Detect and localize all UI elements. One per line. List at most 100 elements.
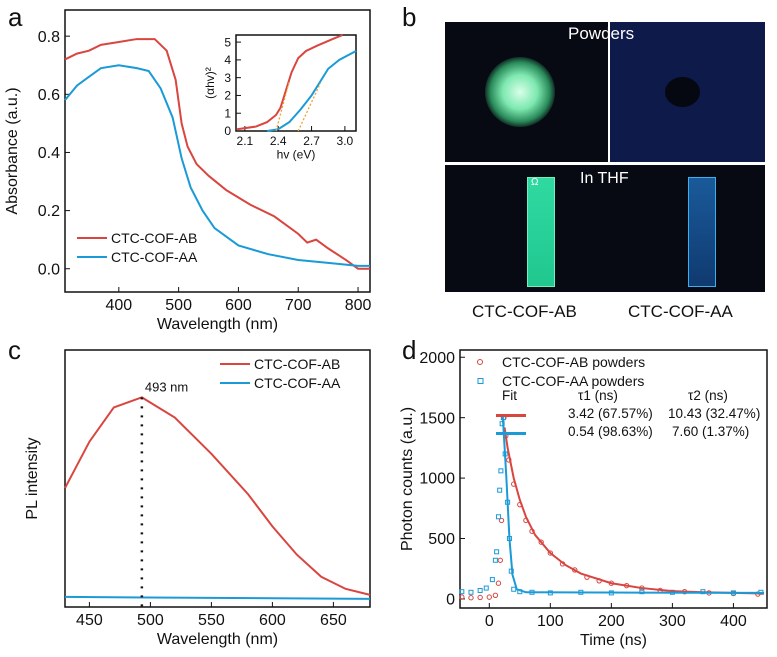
fit-header: Fit xyxy=(502,388,517,403)
fit-aa-tau1: 0.54 (98.63%) xyxy=(568,424,653,439)
d-y-tick-label: 2000 xyxy=(419,350,455,367)
c-y-axis-title: PL intensity xyxy=(24,437,41,519)
fit-ab-tau2: 10.43 (32.47%) xyxy=(668,406,761,421)
d-legend-label: CTC-COF-AA powders xyxy=(502,373,644,389)
fit-aa-tau2: 7.60 (1.37%) xyxy=(672,424,750,439)
fit-ab-swatch xyxy=(496,414,526,417)
d-legend-marker xyxy=(477,378,484,384)
d-point-ctc-cof-aa-powders xyxy=(498,468,504,474)
d-point-ctc-cof-ab-powders xyxy=(492,592,499,599)
sample-label-ab: CTC-COF-AB xyxy=(472,302,577,321)
a-inset-x-tick-label: 3.0 xyxy=(337,134,354,148)
photo-thf-vials: Ω xyxy=(445,165,765,292)
panel-label-a: a xyxy=(8,2,23,32)
d-y-tick-label: 500 xyxy=(428,531,455,548)
in-thf-label: In THF xyxy=(580,170,629,187)
a-inset-line-ctc-cof-aa xyxy=(266,50,357,132)
c-line-ctc-cof-ab xyxy=(64,396,371,596)
d-point-ctc-cof-aa-powders xyxy=(459,589,465,595)
a-inset-y-tick-label: 0 xyxy=(224,124,231,138)
d-point-ctc-cof-ab-powders xyxy=(538,539,544,545)
d-point-ctc-cof-ab-powders xyxy=(547,550,554,556)
a-line-ctc-cof-aa xyxy=(64,64,370,267)
photo-ab-powder xyxy=(445,22,608,162)
a-inset-y-tick-label: 2 xyxy=(224,89,231,103)
c-legend-label: CTC-COF-AB xyxy=(254,356,340,372)
d-point-ctc-cof-aa-powders xyxy=(494,549,500,555)
a-inset-x-axis-title: hv (eV) xyxy=(277,148,316,162)
fit-ab-tau1: 3.42 (67.57%) xyxy=(568,406,653,421)
c-x-axis-title: Wavelength (nm) xyxy=(157,631,278,648)
d-x-tick-label: 0 xyxy=(485,613,494,630)
vial-ab xyxy=(527,177,555,287)
d-point-ctc-cof-ab-powders xyxy=(468,595,474,601)
a-plot-frame xyxy=(64,9,371,293)
a-inset-plot-frame xyxy=(235,34,357,132)
panel-label-d: d xyxy=(402,335,417,365)
vial-aa xyxy=(688,177,716,287)
d-point-ctc-cof-ab-powders xyxy=(498,517,505,524)
d-point-ctc-cof-aa-powders xyxy=(483,585,489,591)
a-y-tick-label: 0.8 xyxy=(38,29,60,46)
d-line-aa-fit xyxy=(501,415,764,594)
a-inset-x-tick-label: 2.7 xyxy=(303,134,320,148)
d-point-ctc-cof-aa-powders xyxy=(489,577,495,583)
d-legend-label: CTC-COF-AB powders xyxy=(502,354,645,370)
a-inset-y-tick-label: 3 xyxy=(224,71,231,85)
glowing-powder xyxy=(485,57,555,127)
d-y-tick-label: 0 xyxy=(446,592,455,609)
d-point-ctc-cof-ab-powders xyxy=(495,580,502,586)
a-inset-y-tick-label: 1 xyxy=(224,106,231,120)
d-point-ctc-cof-aa-powders xyxy=(492,557,498,563)
c-x-tick-label: 550 xyxy=(198,612,225,629)
tau1-header: τ1 (ns) xyxy=(578,388,618,403)
d-point-ctc-cof-ab-powders xyxy=(477,594,483,601)
d-point-ctc-cof-ab-powders xyxy=(497,557,503,563)
d-y-axis-title: Photon counts (a.u.) xyxy=(399,407,416,551)
panel-label-c: c xyxy=(8,335,21,365)
d-point-ctc-cof-aa-powders xyxy=(511,586,517,592)
a-y-tick-label: 0.2 xyxy=(38,203,60,220)
a-y-tick-label: 0.6 xyxy=(38,87,60,104)
d-plot-frame xyxy=(459,349,768,609)
a-x-tick-label: 800 xyxy=(345,297,372,314)
powders-label: Powders xyxy=(568,24,635,43)
photo-aa-powder xyxy=(610,22,765,162)
a-inset-y-axis-title: (αhv)² xyxy=(203,67,217,99)
c-x-tick-label: 650 xyxy=(320,612,347,629)
a-inset-y-tick-label: 4 xyxy=(224,53,231,67)
c-x-tick-label: 500 xyxy=(137,612,164,629)
c-legend-label: CTC-COF-AA xyxy=(254,375,341,391)
c-x-tick-label: 450 xyxy=(76,612,103,629)
a-inset-x-tick-label: 2.4 xyxy=(270,134,287,148)
fit-aa-swatch xyxy=(496,432,526,435)
a-y-axis-title: Absorbance (a.u.) xyxy=(4,87,21,214)
a-y-tick-label: 0.0 xyxy=(38,261,60,278)
a-y-tick-label: 0.4 xyxy=(38,145,60,162)
d-y-tick-label: 1000 xyxy=(419,471,455,488)
a-inset-y-tick-label: 5 xyxy=(224,35,231,49)
a-inset-line-aa-tangent xyxy=(297,82,322,132)
a-x-tick-label: 600 xyxy=(225,297,252,314)
a-line-ctc-cof-ab xyxy=(64,38,370,270)
vial-mark: Ω xyxy=(531,177,539,188)
d-point-ctc-cof-aa-powders xyxy=(495,514,501,520)
d-y-tick-label: 1500 xyxy=(419,410,455,427)
d-x-axis-title: Time (ns) xyxy=(580,632,647,649)
a-x-tick-label: 500 xyxy=(165,297,192,314)
a-x-tick-label: 400 xyxy=(105,297,132,314)
d-point-ctc-cof-ab-powders xyxy=(486,594,492,600)
a-legend-label: CTC-COF-AB xyxy=(111,230,197,246)
a-inset-x-tick-label: 2.1 xyxy=(237,134,254,148)
d-point-ctc-cof-aa-powders xyxy=(477,587,483,593)
d-point-ctc-cof-aa-powders xyxy=(468,589,474,595)
a-x-tick-label: 700 xyxy=(285,297,312,314)
c-line-ctc-cof-aa xyxy=(64,595,371,600)
c-x-tick-label: 600 xyxy=(259,612,286,629)
tau2-header: τ2 (ns) xyxy=(688,388,728,403)
d-legend-marker xyxy=(477,359,483,365)
d-point-ctc-cof-ab-powders xyxy=(459,594,465,600)
d-x-tick-label: 300 xyxy=(659,613,686,630)
